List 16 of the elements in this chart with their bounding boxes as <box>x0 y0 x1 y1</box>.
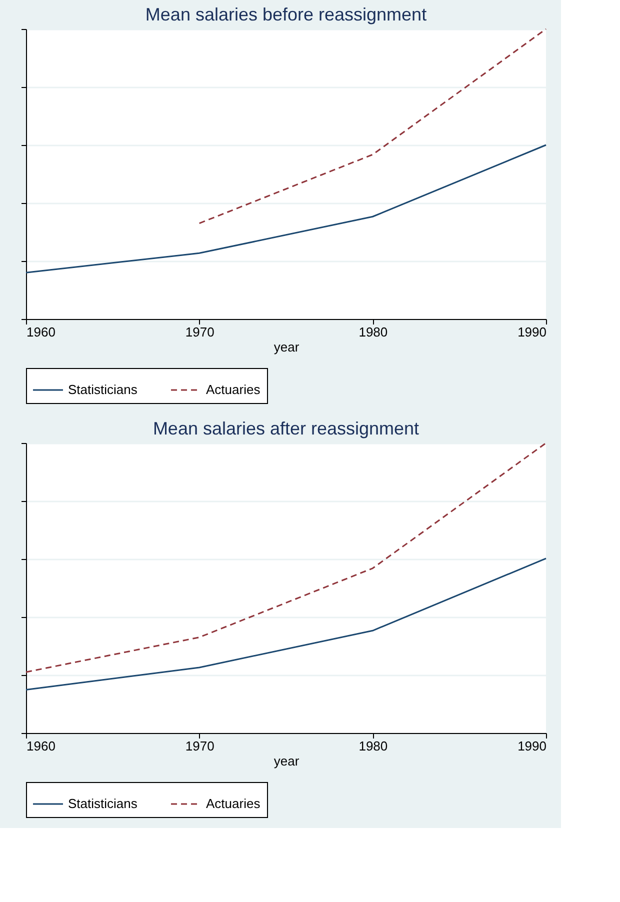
x-axis-title: year <box>274 340 300 354</box>
chart-title: Mean salaries after reassignment <box>152 418 420 438</box>
x-axis-title: year <box>274 754 300 768</box>
legend-label: Statisticians <box>68 382 138 397</box>
legend-label: Actuaries <box>206 796 261 811</box>
chart-title: Mean salaries before reassignment <box>145 4 427 24</box>
x-tick-label: 1970 <box>185 738 214 754</box>
x-tick-label: 1960 <box>26 738 56 754</box>
x-tick-label: 1970 <box>185 324 214 340</box>
x-tick-label: 1990 <box>518 324 546 340</box>
x-tick-label: 1990 <box>518 738 546 754</box>
legend-label: Statisticians <box>68 796 138 811</box>
x-tick-label: 1960 <box>26 324 56 340</box>
x-tick-label: 1980 <box>358 738 388 754</box>
legend-label: Actuaries <box>206 382 261 397</box>
x-tick-label: 1980 <box>358 324 388 340</box>
